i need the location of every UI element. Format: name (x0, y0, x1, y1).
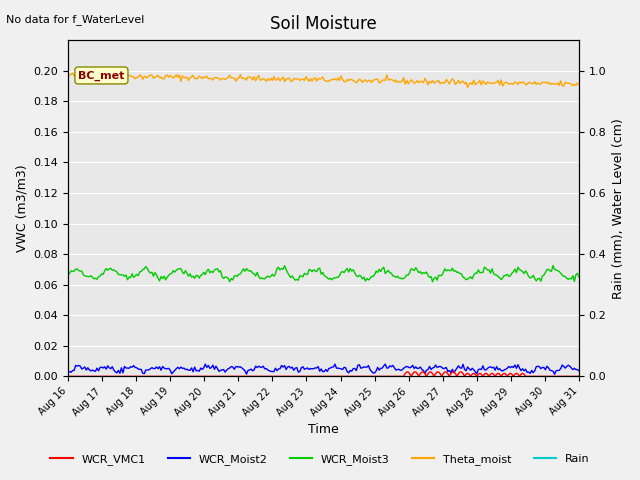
Title: Soil Moisture: Soil Moisture (270, 15, 377, 33)
Text: No data for f_WaterLevel: No data for f_WaterLevel (6, 14, 145, 25)
Y-axis label: Rain (mm), Water Level (cm): Rain (mm), Water Level (cm) (612, 118, 625, 299)
Y-axis label: VWC (m3/m3): VWC (m3/m3) (15, 165, 28, 252)
Legend: WCR_VMC1, WCR_Moist2, WCR_Moist3, Theta_moist, Rain: WCR_VMC1, WCR_Moist2, WCR_Moist3, Theta_… (46, 450, 594, 469)
X-axis label: Time: Time (308, 423, 339, 436)
Text: BC_met: BC_met (78, 71, 125, 81)
